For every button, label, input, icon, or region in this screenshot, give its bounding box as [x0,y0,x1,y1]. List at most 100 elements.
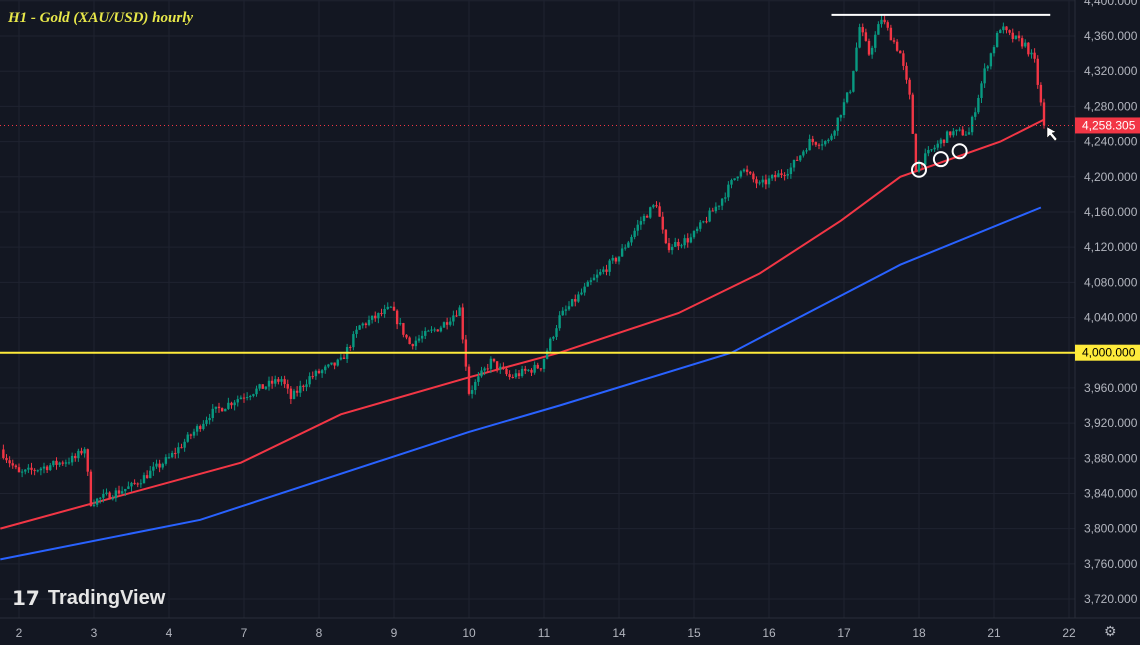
candle-body [792,159,796,168]
candle-body [858,27,861,48]
candle-body [533,364,536,373]
candle-body [677,242,680,247]
candle-body [64,462,68,464]
candle-body [508,374,511,377]
candle-body [1036,58,1039,85]
candle-body [764,179,768,185]
candle-body [449,321,452,325]
candle-body [911,94,914,134]
candle-body [261,384,264,389]
candle-body [11,463,14,466]
candle-body [695,228,699,231]
candle-body [252,394,255,396]
level-price-badge [1075,344,1140,361]
candle-body [224,408,227,412]
candle-body [302,385,305,387]
candle-body [1042,102,1046,126]
last-price-label: 4,258.305 [1082,118,1136,132]
candle-body [852,70,855,92]
y-tick-label: 3,720.000 [1084,592,1138,606]
candle-body [577,294,580,302]
candle-body [27,467,30,470]
candle-body [755,179,758,184]
candle-body [417,338,421,341]
candle-body [217,406,221,409]
candle-body [180,447,183,449]
moving-average-blue-line [0,206,1042,561]
candle-body [817,144,821,146]
candle-body [580,292,583,295]
candle-body [370,315,374,320]
candle-body [452,315,455,322]
candle-body [411,344,414,347]
candle-body [127,486,130,489]
candle-body [955,129,958,132]
candle-body [477,376,480,382]
x-tick-label: 16 [762,626,776,640]
gear-icon[interactable]: ⚙ [1104,623,1117,639]
candle-body [686,238,689,243]
candle-body [717,205,721,207]
candle-body [783,175,786,177]
candle-body [942,139,946,143]
candle-body [727,184,730,198]
candle-body [524,368,527,371]
candle-body [661,216,664,230]
candle-body [58,462,61,465]
candle-body [552,336,555,339]
candle-body [724,197,727,199]
y-tick-label: 4,320.000 [1084,64,1138,78]
candle-body [917,163,921,172]
candle-body [999,30,1002,34]
x-tick-label: 15 [687,626,701,640]
candle-body [689,237,693,243]
candle-body [824,141,827,145]
candle-body [392,306,396,311]
candle-body [374,315,377,319]
candle-body [174,452,177,454]
candle-body [574,299,577,302]
candle-body [908,79,911,95]
candle-body [33,469,36,471]
candle-body [924,153,927,166]
candle-body [461,307,464,340]
candle-body [842,102,846,116]
candle-body [795,159,799,161]
candle-body [630,236,633,243]
candle-body [192,431,196,436]
candle-body [361,323,364,326]
candle-body [439,327,443,332]
candle-body [30,467,33,470]
candle-body [827,139,830,142]
candles [2,14,1046,508]
candle-body [277,379,280,382]
candle-body [936,143,939,148]
y-tick-label: 3,800.000 [1084,522,1138,536]
candle-body [14,465,18,468]
candle-body [845,92,849,103]
candle-body [45,466,49,471]
candle-body [674,242,677,247]
candle-body [1017,35,1021,39]
candle-body [420,335,424,339]
candle-body [520,368,524,377]
candle-body [314,370,318,377]
candle-body [427,330,430,332]
y-tick-label: 4,080.000 [1084,275,1138,289]
candle-body [1027,42,1030,55]
candle-body [811,138,814,143]
candle-body [283,379,286,385]
candle-body [8,460,11,464]
x-tick-label: 2 [16,626,23,640]
candle-body [620,248,624,257]
candle-body [930,149,933,151]
candle-body [667,243,671,251]
candle-body [149,470,152,479]
candle-body [545,350,549,359]
candle-body [567,306,571,310]
candle-body [136,483,139,485]
candle-body [492,358,496,362]
candle-body [105,492,108,494]
